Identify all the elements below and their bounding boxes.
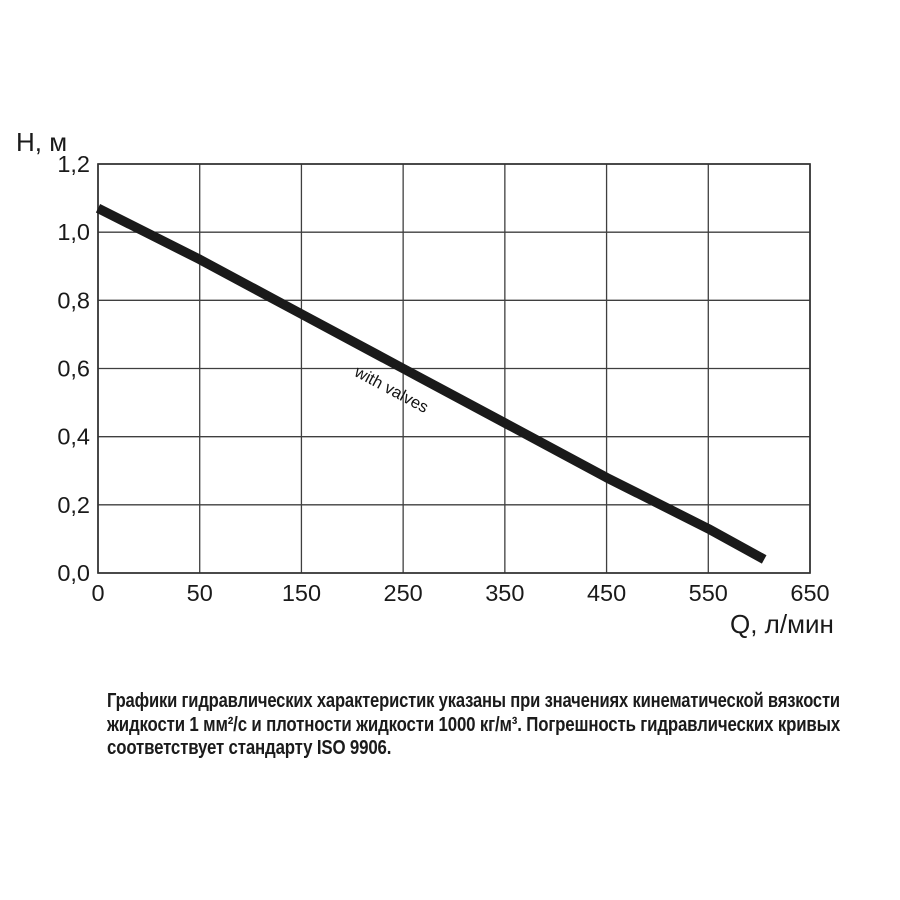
- x-tick-label-50: 50: [187, 580, 213, 606]
- caption: Графики гидравлических характеристик ука…: [107, 690, 840, 761]
- caption-line-1: Графики гидравлических характеристик ука…: [107, 690, 840, 712]
- curve-with-valves: [95, 204, 767, 564]
- caption-line-2: жидкости 1 мм²/с и плотности жидкости 10…: [107, 713, 841, 736]
- y-tick-label-0,8: 0,8: [57, 287, 90, 313]
- x-tick-label-0: 0: [91, 580, 104, 606]
- x-tick-label-550: 550: [689, 580, 728, 606]
- y-tick-label-0,0: 0,0: [57, 560, 90, 586]
- chart-plot-area: 0 50 150 250 350 450 550 650 0,0 0,2 0,4 0,6 0,8 1,0 1…: [57, 151, 829, 606]
- y-tick-label-0,4: 0,4: [57, 424, 90, 450]
- y-tick-label-0,2: 0,2: [57, 492, 90, 518]
- x-tick-label-250: 250: [384, 580, 423, 606]
- x-tick-label-450: 450: [587, 580, 626, 606]
- y-tick-label-0,6: 0,6: [57, 356, 90, 382]
- x-tick-label-150: 150: [282, 580, 321, 606]
- y-tick-label-1,0: 1,0: [57, 219, 90, 245]
- plot-border: [97, 163, 811, 574]
- x-tick-label-350: 350: [485, 580, 524, 606]
- y-axis-title: H, м: [16, 127, 68, 157]
- x-axis-title: Q, л/мин: [730, 609, 834, 639]
- y-tick-label-1,2: 1,2: [57, 151, 90, 177]
- caption-line-3: соответствует стандарту ISO 9906.: [107, 737, 392, 759]
- x-tick-label-650: 650: [790, 580, 829, 606]
